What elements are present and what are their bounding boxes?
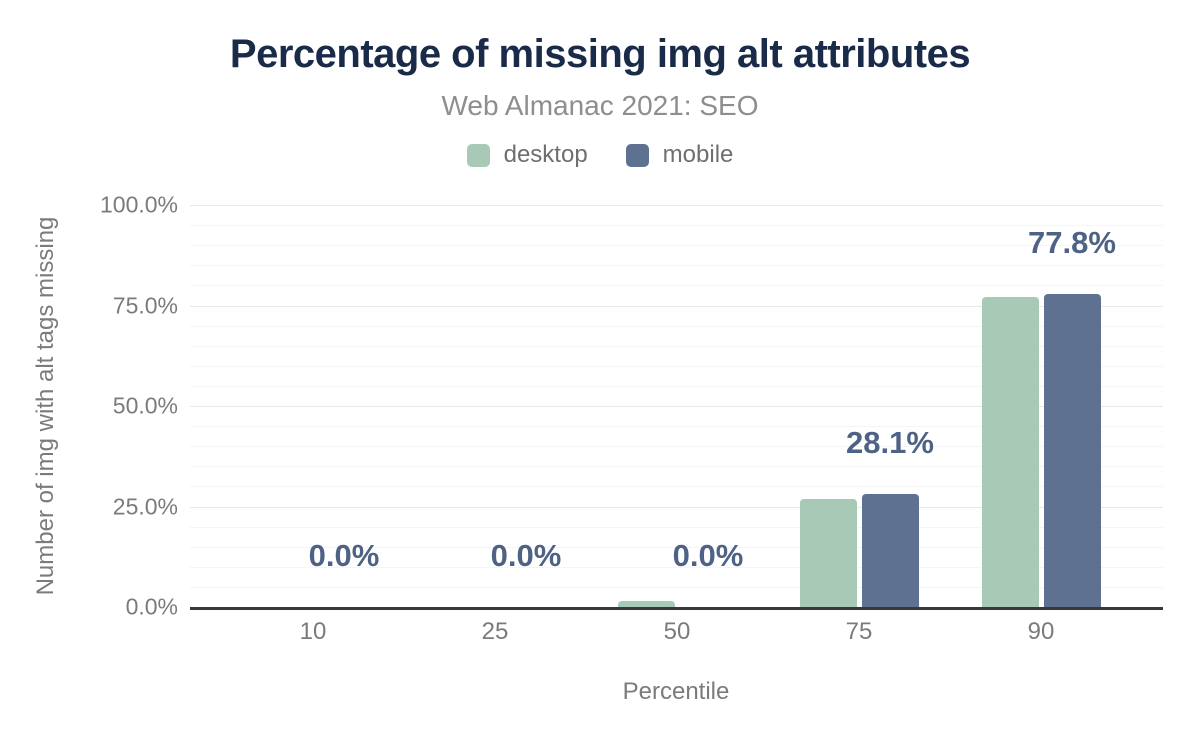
x-axis-title: Percentile: [622, 678, 730, 705]
bar-desktop-p75[interactable]: [799, 498, 857, 607]
x-tick-label: 50: [663, 618, 691, 645]
gridline-minor: [190, 426, 1163, 428]
gridline-minor: [190, 285, 1163, 287]
bar-mobile-p90[interactable]: [1043, 294, 1101, 607]
gridline-minor: [190, 526, 1163, 528]
gridline-minor: [190, 566, 1163, 568]
legend-swatch-desktop: [466, 143, 490, 167]
legend-item-desktop[interactable]: desktop: [466, 141, 588, 169]
gridline-major: [190, 205, 1163, 206]
gridline-minor: [190, 365, 1163, 367]
x-tick-label: 25: [481, 618, 509, 645]
gridline-minor: [190, 546, 1163, 548]
bar-mobile-p75[interactable]: [861, 494, 919, 607]
data-label-p10: 0.0%: [308, 538, 380, 573]
gridline-minor: [190, 245, 1163, 247]
plot-area: 0.0% 0.0% 0.0% 28.1% 77.8%: [190, 205, 1163, 610]
legend-swatch-mobile: [625, 143, 649, 167]
data-label-p50: 0.0%: [672, 538, 744, 573]
data-label-p75: 28.1%: [846, 425, 934, 461]
bar-desktop-p50[interactable]: [617, 600, 675, 607]
chart-subtitle: Web Almanac 2021: SEO: [441, 90, 759, 121]
gridline-minor: [190, 225, 1163, 227]
data-label-p25: 0.0%: [490, 538, 562, 573]
y-tick-label: 100.0%: [99, 191, 178, 218]
legend-label: mobile: [662, 141, 734, 168]
y-tick-label: 75.0%: [112, 292, 178, 318]
gridline-minor: [190, 466, 1163, 468]
legend-label: desktop: [503, 141, 588, 168]
gridline-minor: [190, 586, 1163, 588]
y-tick-label: 50.0%: [112, 392, 178, 419]
bar-desktop-p90[interactable]: [981, 296, 1039, 607]
gridline-minor: [190, 385, 1163, 387]
gridline-major: [190, 506, 1163, 508]
gridline-major: [190, 406, 1163, 407]
x-tick-label: 10: [299, 618, 327, 645]
x-tick-label: 75: [845, 618, 873, 645]
gridline-minor: [190, 265, 1163, 267]
gridline-minor: [190, 486, 1163, 488]
legend: desktop mobile: [0, 141, 1200, 169]
x-tick-label: 90: [1027, 618, 1055, 645]
data-label-p90: 77.8%: [1028, 225, 1116, 261]
y-tick-label: 25.0%: [112, 493, 178, 519]
gridline-minor: [190, 325, 1163, 327]
gridline-major: [190, 305, 1163, 307]
gridline-minor: [190, 446, 1163, 448]
gridline-minor: [190, 345, 1163, 347]
legend-item-mobile[interactable]: mobile: [625, 141, 734, 169]
y-tick-label: 0.0%: [125, 593, 178, 620]
chart-title: Percentage of missing img alt attributes: [229, 32, 971, 76]
